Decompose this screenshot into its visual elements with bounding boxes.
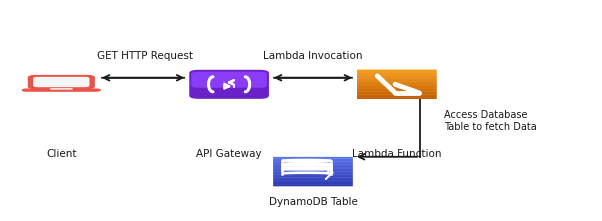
FancyBboxPatch shape xyxy=(273,168,353,170)
FancyBboxPatch shape xyxy=(357,86,436,88)
Text: GET HTTP Request: GET HTTP Request xyxy=(97,51,193,61)
FancyBboxPatch shape xyxy=(357,91,436,93)
FancyBboxPatch shape xyxy=(49,88,73,90)
Text: Lambda Function: Lambda Function xyxy=(352,149,442,159)
PathPatch shape xyxy=(326,167,334,179)
FancyBboxPatch shape xyxy=(273,161,353,163)
FancyBboxPatch shape xyxy=(273,181,353,183)
Bar xyxy=(282,168,331,174)
FancyBboxPatch shape xyxy=(273,185,353,186)
FancyBboxPatch shape xyxy=(273,166,353,168)
FancyBboxPatch shape xyxy=(273,163,353,165)
FancyBboxPatch shape xyxy=(273,174,353,176)
Bar xyxy=(282,161,331,166)
Text: Access Database
Table to fetch Data: Access Database Table to fetch Data xyxy=(444,110,536,132)
FancyBboxPatch shape xyxy=(273,160,353,162)
FancyBboxPatch shape xyxy=(191,72,267,88)
FancyBboxPatch shape xyxy=(22,88,101,92)
FancyBboxPatch shape xyxy=(273,183,353,185)
FancyBboxPatch shape xyxy=(273,157,353,159)
FancyBboxPatch shape xyxy=(357,78,436,80)
FancyBboxPatch shape xyxy=(273,170,353,172)
FancyBboxPatch shape xyxy=(357,77,436,79)
FancyBboxPatch shape xyxy=(273,167,353,169)
FancyBboxPatch shape xyxy=(357,71,436,73)
FancyBboxPatch shape xyxy=(357,94,436,96)
FancyBboxPatch shape xyxy=(357,93,436,95)
FancyBboxPatch shape xyxy=(273,176,353,178)
FancyBboxPatch shape xyxy=(357,74,436,76)
Text: Lambda Invocation: Lambda Invocation xyxy=(263,51,363,61)
Text: Client: Client xyxy=(46,149,76,159)
Text: DynamoDB Table: DynamoDB Table xyxy=(268,197,358,207)
Text: API Gateway: API Gateway xyxy=(196,149,262,159)
FancyBboxPatch shape xyxy=(28,75,95,89)
FancyBboxPatch shape xyxy=(189,70,269,99)
FancyBboxPatch shape xyxy=(273,180,353,182)
FancyBboxPatch shape xyxy=(357,80,436,82)
FancyBboxPatch shape xyxy=(273,171,353,173)
FancyBboxPatch shape xyxy=(357,81,436,83)
FancyBboxPatch shape xyxy=(273,173,353,175)
FancyBboxPatch shape xyxy=(273,158,353,160)
FancyBboxPatch shape xyxy=(273,179,353,181)
FancyBboxPatch shape xyxy=(357,75,436,77)
FancyBboxPatch shape xyxy=(357,88,436,90)
FancyBboxPatch shape xyxy=(357,87,436,89)
FancyBboxPatch shape xyxy=(357,70,436,71)
FancyBboxPatch shape xyxy=(273,164,353,166)
FancyBboxPatch shape xyxy=(33,77,90,87)
Bar xyxy=(282,165,331,170)
FancyBboxPatch shape xyxy=(357,96,436,98)
FancyBboxPatch shape xyxy=(357,90,436,92)
FancyBboxPatch shape xyxy=(357,72,436,74)
FancyBboxPatch shape xyxy=(357,84,436,86)
FancyBboxPatch shape xyxy=(357,97,436,99)
FancyBboxPatch shape xyxy=(357,83,436,84)
FancyBboxPatch shape xyxy=(273,177,353,179)
